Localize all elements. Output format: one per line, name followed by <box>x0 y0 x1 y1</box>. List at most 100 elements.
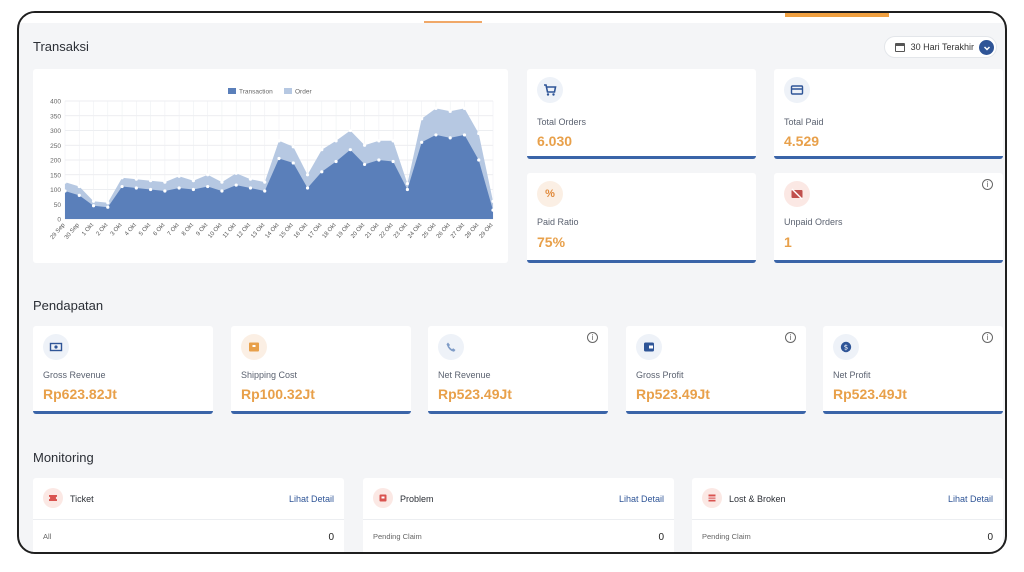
revenue-value: Rp100.32Jt <box>241 386 315 402</box>
card-icon <box>784 77 810 103</box>
data-point <box>77 193 81 197</box>
info-icon[interactable]: i <box>982 332 993 343</box>
date-range-label: 30 Hari Terakhir <box>910 42 974 52</box>
problem-icon <box>373 488 393 508</box>
active-tab-indicator <box>424 21 482 23</box>
coin-icon: $ <box>833 334 859 360</box>
revenue-value: Rp523.49Jt <box>438 386 512 402</box>
revenue-card-net-profit: $ i Net Profit Rp523.49Jt <box>823 326 1003 414</box>
monitoring-card-ticket: Ticket Lihat Detail All 0 <box>33 478 344 552</box>
data-point <box>305 173 310 177</box>
info-icon[interactable]: i <box>785 332 796 343</box>
cart-icon <box>537 77 563 103</box>
package-broken-icon <box>702 488 722 508</box>
data-point <box>263 189 267 193</box>
lihat-detail-link[interactable]: Lihat Detail <box>947 494 993 504</box>
header-accent <box>785 13 889 17</box>
x-tick-label: 30 Sep <box>64 222 81 241</box>
section-title-monitoring: Monitoring <box>33 450 94 465</box>
data-point <box>420 140 424 144</box>
data-point <box>149 179 153 183</box>
data-point <box>491 199 495 203</box>
data-point <box>163 189 167 193</box>
data-point <box>134 186 138 190</box>
data-point <box>334 139 338 143</box>
y-tick-label: 200 <box>50 158 61 165</box>
stat-label: Total Paid <box>784 117 824 127</box>
series-area-transaction <box>65 134 493 219</box>
legend-label: Transaction <box>239 89 273 96</box>
stat-label: Total Orders <box>537 117 587 127</box>
section-title-pendapatan: Pendapatan <box>33 298 104 313</box>
data-point <box>120 176 124 180</box>
data-point <box>120 184 124 189</box>
y-tick-label: 50 <box>54 202 62 209</box>
data-point <box>206 184 210 189</box>
info-icon[interactable]: i <box>587 332 598 343</box>
y-tick-label: 0 <box>57 217 61 224</box>
data-point <box>448 136 452 140</box>
data-point <box>348 148 352 152</box>
chevron-down-icon <box>979 40 994 55</box>
monitoring-title: Lost & Broken <box>729 494 786 504</box>
info-icon[interactable]: i <box>982 179 993 190</box>
stat-value: 4.529 <box>784 133 820 149</box>
data-point <box>63 180 67 184</box>
svg-text:$: $ <box>844 344 848 352</box>
x-tick-label: 23 Okt <box>393 222 409 240</box>
legend-swatch-transaction <box>228 88 236 94</box>
phone-icon <box>438 334 464 360</box>
top-bar <box>19 13 1005 23</box>
stat-card-paid-ratio: % Paid Ratio 75% <box>527 173 756 263</box>
y-tick-label: 350 <box>50 113 61 120</box>
x-tick-label: 5 Okt <box>138 222 152 237</box>
revenue-value: Rp523.49Jt <box>636 386 710 402</box>
x-tick-label: 3 Okt <box>110 222 124 237</box>
data-point <box>234 171 238 175</box>
date-range-dropdown[interactable]: 30 Hari Terakhir <box>883 36 997 58</box>
data-point <box>149 187 153 192</box>
data-point <box>491 208 495 212</box>
data-point <box>363 143 367 147</box>
x-tick-label: 11 Okt <box>222 222 238 239</box>
data-point <box>248 186 253 190</box>
monitoring-title: Problem <box>400 494 434 504</box>
monitoring-card-lost-broken: Lost & Broken Lihat Detail Pending Claim… <box>692 478 1003 552</box>
monitoring-card-header: Problem Lihat Detail <box>363 478 674 520</box>
stat-card-unpaid-orders: i Unpaid Orders 1 <box>774 173 1003 263</box>
data-point <box>391 139 395 143</box>
x-tick-label: 12 Okt <box>236 222 252 240</box>
monitoring-card-header: Ticket Lihat Detail <box>33 478 344 520</box>
monitoring-row-label: Pending Claim <box>702 532 751 541</box>
data-point <box>63 189 67 193</box>
data-point <box>477 158 481 162</box>
x-tick-label: 28 Okt <box>464 222 480 240</box>
data-point <box>377 158 381 162</box>
legend-label: Order <box>295 89 312 96</box>
lihat-detail-link[interactable]: Lihat Detail <box>618 494 664 504</box>
money-icon <box>43 334 69 360</box>
unpaid-icon <box>784 181 810 207</box>
data-point <box>177 174 181 178</box>
data-point <box>277 139 281 143</box>
data-point <box>163 180 167 184</box>
monitoring-row-value: 0 <box>658 532 664 543</box>
x-tick-label: 21 Okt <box>364 222 380 240</box>
monitoring-row-value: 0 <box>328 532 334 543</box>
x-tick-label: 14 Okt <box>265 222 281 240</box>
data-point <box>263 180 267 184</box>
x-tick-label: 16 Okt <box>293 222 309 240</box>
monitoring-row-label: All <box>43 532 52 541</box>
data-point <box>348 128 352 133</box>
revenue-value: Rp623.82Jt <box>43 386 117 402</box>
revenue-value: Rp523.49Jt <box>833 386 907 402</box>
revenue-card-net-revenue: i Net Revenue Rp523.49Jt <box>428 326 608 414</box>
x-tick-label: 8 Okt <box>181 222 195 237</box>
data-point <box>91 204 96 208</box>
stat-card-total-orders: Total Orders 6.030 <box>527 69 756 159</box>
data-point <box>106 201 110 205</box>
data-point <box>434 133 438 137</box>
stat-value: 1 <box>784 234 792 250</box>
lihat-detail-link[interactable]: Lihat Detail <box>288 494 334 504</box>
